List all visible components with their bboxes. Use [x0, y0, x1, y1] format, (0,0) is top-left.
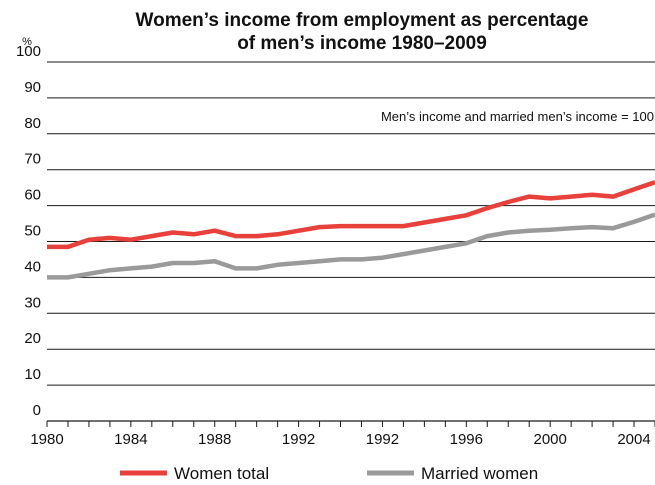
y-tick-label-20: 20 — [24, 330, 41, 347]
series-line-women-total — [47, 180, 655, 250]
x-tick-label-6: 2000 — [533, 431, 566, 448]
series-line-married-women — [47, 212, 655, 280]
y-tick-label-40: 40 — [24, 258, 41, 275]
chart-title-line-2: of men’s income 1980–2009 — [237, 33, 487, 54]
y-tick-label-70: 70 — [24, 151, 41, 168]
legend-label-married-women: Married women — [421, 464, 538, 483]
y-tick-label-50: 50 — [24, 223, 41, 240]
gridlines — [47, 61, 655, 422]
series-lines — [47, 180, 655, 280]
x-tick-label-1: 1984 — [114, 431, 147, 448]
y-tick-label-100: 100 — [16, 43, 41, 60]
x-tick-label-4: 1992 — [366, 431, 399, 448]
chart-annotation: Men’s income and married men’s income = … — [381, 109, 654, 124]
legend-label-women-total: Women total — [174, 464, 269, 483]
y-tick-label-60: 60 — [24, 187, 41, 204]
legend-item-married-women: Married women — [367, 464, 538, 483]
x-tick-label-7: 2004 — [617, 431, 650, 448]
y-tick-label-10: 10 — [24, 366, 41, 383]
x-axis: 198019841988199219921996200020042008 — [30, 421, 655, 448]
x-tick-label-2: 1988 — [198, 431, 231, 448]
y-axis-tick-labels: 0 10 20 30 40 50 60 70 80 90 100 — [16, 43, 41, 419]
legend-item-women-total: Women total — [120, 464, 269, 483]
chart-title: Women’s income from employment as percen… — [136, 10, 589, 54]
chart-title-line-1: Women’s income from employment as percen… — [136, 10, 589, 31]
y-tick-label-0: 0 — [33, 402, 41, 419]
x-tick-label-0: 1980 — [30, 431, 63, 448]
legend: Women total Married women — [120, 464, 538, 483]
y-unit-label: % — [22, 36, 32, 48]
x-tick-label-5: 1996 — [450, 431, 483, 448]
y-tick-label-80: 80 — [24, 115, 41, 132]
y-tick-label-90: 90 — [24, 79, 41, 96]
y-tick-label-30: 30 — [24, 294, 41, 311]
x-tick-label-3: 1992 — [282, 431, 315, 448]
